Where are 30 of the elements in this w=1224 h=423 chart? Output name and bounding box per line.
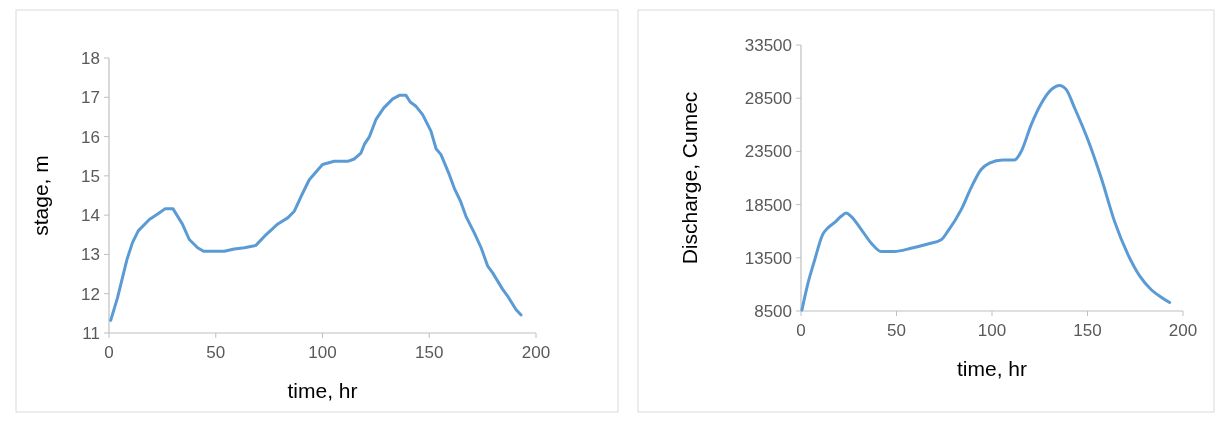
y-tick-label: 28500 [744, 89, 792, 109]
y-tick-label: 11 [82, 323, 100, 343]
x-tick-label: 200 [521, 343, 551, 362]
y-axis-title: stage, m [29, 155, 52, 236]
x-axis-title: time, hr [956, 357, 1028, 380]
x-tick-label: 0 [104, 343, 114, 362]
y-tick-label: 23500 [744, 142, 792, 162]
x-axis-title: time, hr [287, 379, 358, 402]
line-series [109, 93, 523, 322]
x-tick-label: 150 [1073, 321, 1102, 340]
y-tick-label: 18 [81, 48, 100, 68]
y-tick-label: 16 [81, 127, 100, 147]
x-tick-label: 200 [1168, 321, 1198, 340]
y-tick-label: 13500 [744, 248, 792, 268]
x-tick-label: 100 [977, 321, 1007, 340]
y-axis-title: Discharge, Cumec [678, 91, 701, 265]
y-tick-label: 17 [81, 88, 100, 108]
y-tick-label: 13 [81, 245, 100, 265]
x-tick-label: 50 [887, 321, 906, 340]
y-tick-label: 18500 [744, 195, 792, 215]
x-tick-label: 150 [415, 343, 444, 362]
y-tick-label: 14 [81, 206, 100, 226]
y-tick-label: 8500 [754, 301, 792, 321]
line-series [800, 83, 1172, 312]
y-tick-label: 33500 [744, 35, 792, 55]
x-tick-label: 0 [796, 321, 806, 340]
y-tick-label: 15 [81, 166, 100, 186]
x-tick-label: 50 [206, 343, 226, 362]
y-tick-label: 12 [81, 284, 100, 304]
x-tick-label: 100 [308, 343, 337, 362]
